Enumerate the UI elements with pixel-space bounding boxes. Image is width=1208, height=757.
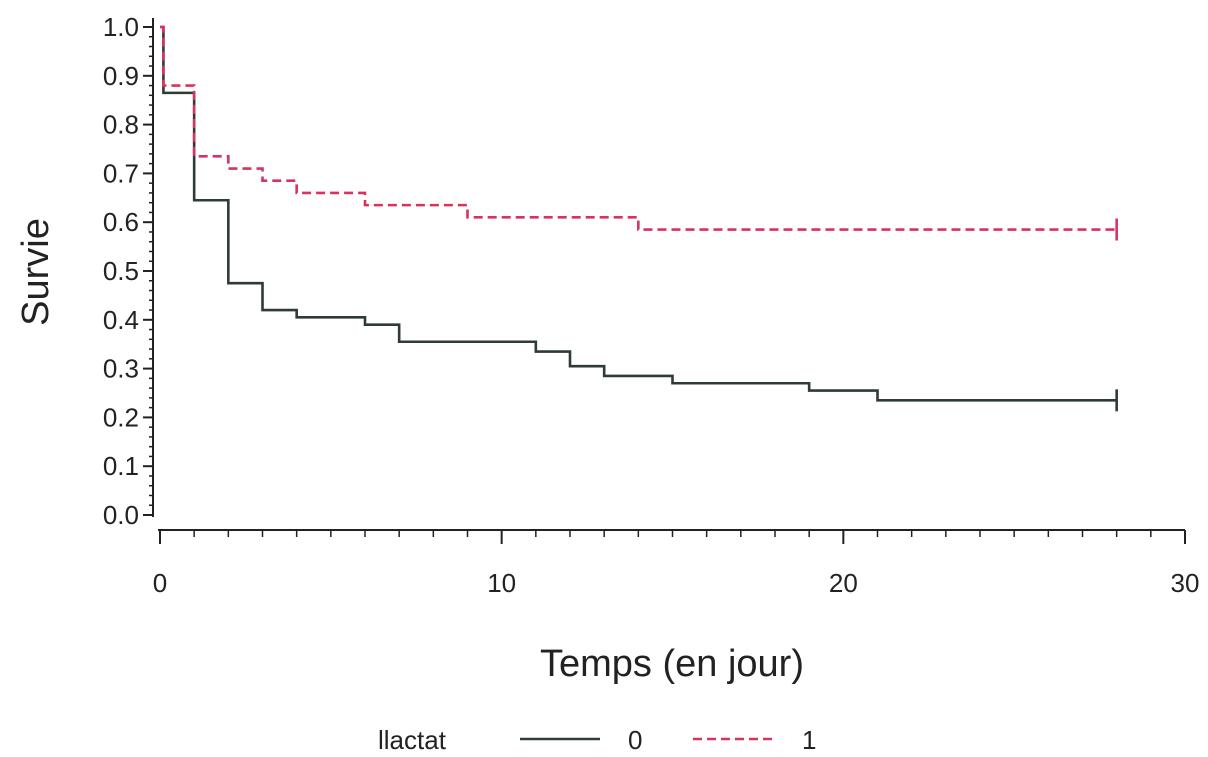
x-tick-label: 0 <box>153 568 167 598</box>
y-tick-label: 0.1 <box>103 451 139 481</box>
tick-marks: 0.0 0.1 0.2 0.3 0.4 0.5 0.6 0.7 0.8 0.9 1.0 0 10 20 30 <box>103 12 1200 598</box>
y-axis-title: Survie <box>15 218 57 326</box>
y-tick-label: 0.4 <box>103 305 139 335</box>
axes <box>152 18 1185 531</box>
series-line-1 <box>160 25 1117 231</box>
y-tick-label: 0.0 <box>103 500 139 530</box>
x-tick-label: 20 <box>829 568 858 598</box>
series-lines <box>160 25 1118 412</box>
legend: llactat 0 1 <box>378 725 816 755</box>
legend-label-0: 0 <box>628 725 642 755</box>
legend-title: llactat <box>378 725 447 755</box>
x-axis-title: Temps (en jour) <box>540 643 804 685</box>
y-tick-label: 0.8 <box>103 110 139 140</box>
y-tick-label: 0.2 <box>103 402 139 432</box>
y-tick-label: 1.0 <box>103 12 139 42</box>
x-tick-label: 10 <box>487 568 516 598</box>
x-tick-label: 30 <box>1171 568 1200 598</box>
y-tick-label: 0.9 <box>103 61 139 91</box>
y-tick-label: 0.6 <box>103 207 139 237</box>
y-tick-label: 0.7 <box>103 158 139 188</box>
y-tick-label: 0.3 <box>103 354 139 384</box>
legend-label-1: 1 <box>802 725 816 755</box>
series-line-0 <box>160 25 1117 402</box>
y-tick-label: 0.5 <box>103 256 139 286</box>
